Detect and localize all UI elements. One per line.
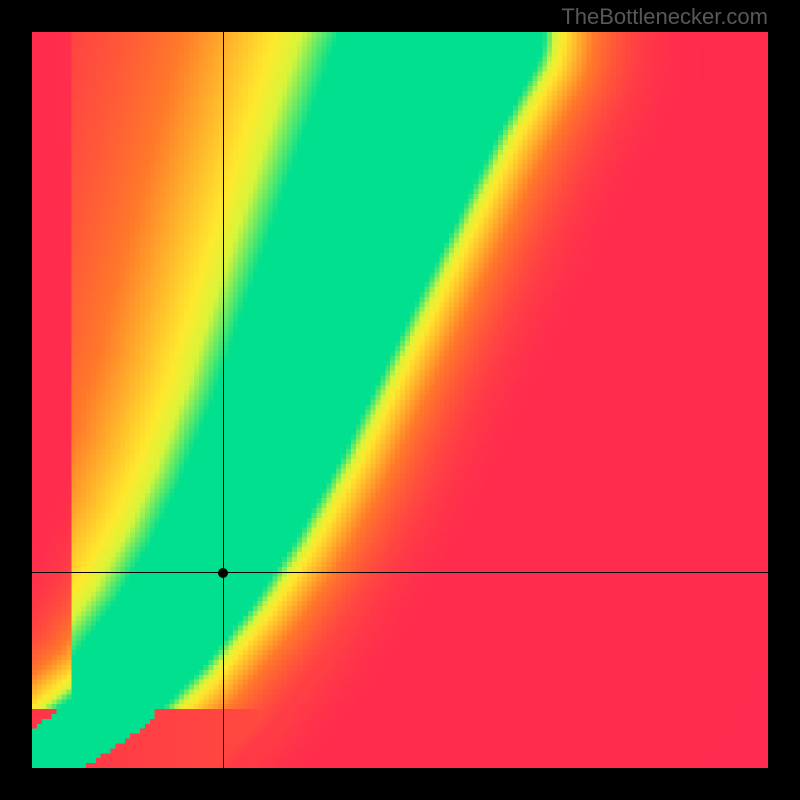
crosshair-vertical (223, 32, 224, 768)
chart-container: TheBottlenecker.com (0, 0, 800, 800)
watermark-text: TheBottlenecker.com (561, 4, 768, 30)
bottleneck-heatmap (32, 32, 768, 768)
crosshair-horizontal (32, 572, 768, 573)
